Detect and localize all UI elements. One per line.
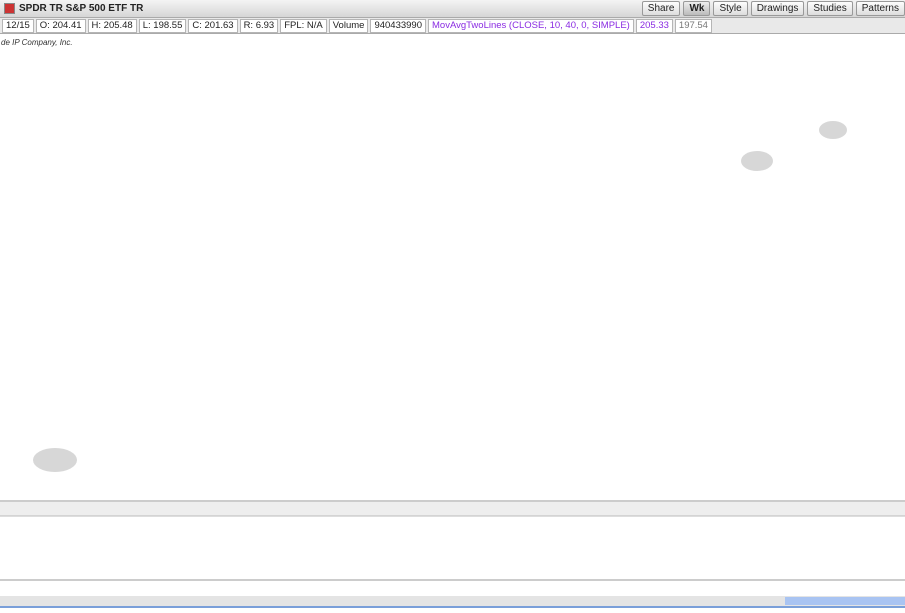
symbol-title: SPDR TR S&P 500 ETF TR (19, 3, 144, 14)
high-field: H: 205.48 (87, 18, 137, 33)
value: 198.55 (153, 19, 183, 31)
volume-label: Volume (328, 18, 369, 33)
value: 204.41 (52, 19, 82, 31)
range-field: R: 6.93 (239, 18, 279, 33)
low-field: L: 198.55 (138, 18, 187, 33)
toolbar-button[interactable]: Studies (807, 1, 853, 16)
scrollbar-track[interactable] (0, 596, 905, 606)
label: R: (243, 19, 254, 31)
value: 205.48 (103, 19, 133, 31)
close-field: C: 201.63 (188, 18, 238, 33)
fpl: FPL: N/A (280, 18, 327, 33)
scrollbar-thumb[interactable] (785, 597, 905, 605)
label: H: (91, 19, 102, 31)
toolbar-button[interactable]: Share (641, 1, 681, 16)
chart: de IP Company, Inc. Hi: 212.97 (0, 34, 905, 608)
toolbar-button[interactable]: Patterns (855, 1, 905, 16)
toolbar-button[interactable]: Drawings (750, 1, 805, 16)
rsi-header (0, 502, 905, 516)
quote-bar: 12/15 O: 204.41 H: 205.48 L: 198.55 C: 2… (0, 18, 905, 34)
value: 6.93 (255, 19, 275, 31)
price-pane (0, 34, 905, 501)
highlight (741, 151, 773, 171)
toolbar: Share Wk Style Drawings Studies Patterns (639, 1, 905, 16)
toolbar-button[interactable]: Wk (683, 1, 711, 16)
label: O: (39, 19, 50, 31)
copyright: de IP Company, Inc. (1, 38, 73, 47)
toolbar-button[interactable]: Style (713, 1, 748, 16)
highlight (33, 448, 77, 472)
label: L: (142, 19, 151, 31)
highlight (819, 121, 847, 139)
label: C: (192, 19, 202, 31)
ma-slow-value: 197.54 (674, 18, 712, 33)
window-title: SPDR TR S&P 500 ETF TR (4, 3, 143, 14)
date: 12/15 (2, 18, 34, 33)
open-field: O: 204.41 (35, 18, 86, 33)
ma-fast-value: 205.33 (635, 18, 673, 33)
title-bar: SPDR TR S&P 500 ETF TR Share Wk Style Drawi… (0, 0, 905, 18)
volume-value: 940433990 (370, 18, 426, 33)
value: 201.63 (204, 19, 234, 31)
study-name: MovAvgTwoLines (CLOSE, 10, 40, 0, SIMPLE… (428, 18, 634, 33)
